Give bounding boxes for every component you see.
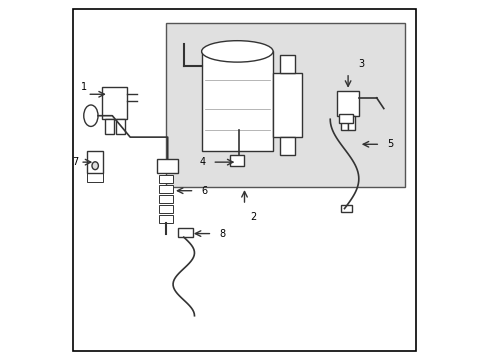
Bar <box>280 55 294 73</box>
Bar <box>102 87 126 119</box>
Bar <box>159 175 173 183</box>
Ellipse shape <box>201 41 272 62</box>
Bar <box>230 155 244 166</box>
Bar <box>340 116 347 130</box>
Text: 1: 1 <box>81 82 87 93</box>
Bar <box>340 205 351 212</box>
Bar <box>116 119 124 134</box>
Text: 5: 5 <box>386 139 393 149</box>
Text: 7: 7 <box>72 157 78 167</box>
Bar <box>165 23 405 187</box>
Bar <box>157 158 178 173</box>
Ellipse shape <box>92 162 98 170</box>
Bar <box>337 91 358 116</box>
Bar <box>159 185 173 193</box>
Text: 3: 3 <box>358 59 364 69</box>
Bar <box>87 173 103 182</box>
Bar <box>201 51 272 152</box>
Bar <box>339 114 353 123</box>
Bar <box>105 119 114 134</box>
Text: 8: 8 <box>219 229 225 239</box>
Bar <box>159 205 173 213</box>
Bar <box>159 195 173 203</box>
Text: 2: 2 <box>249 212 256 222</box>
Bar <box>178 228 192 237</box>
Bar <box>272 73 301 137</box>
Ellipse shape <box>83 105 98 126</box>
Bar <box>159 215 173 223</box>
Text: 4: 4 <box>199 157 205 167</box>
Bar <box>280 137 294 155</box>
Text: 6: 6 <box>201 186 207 196</box>
Bar <box>347 116 354 130</box>
Bar <box>87 152 103 173</box>
